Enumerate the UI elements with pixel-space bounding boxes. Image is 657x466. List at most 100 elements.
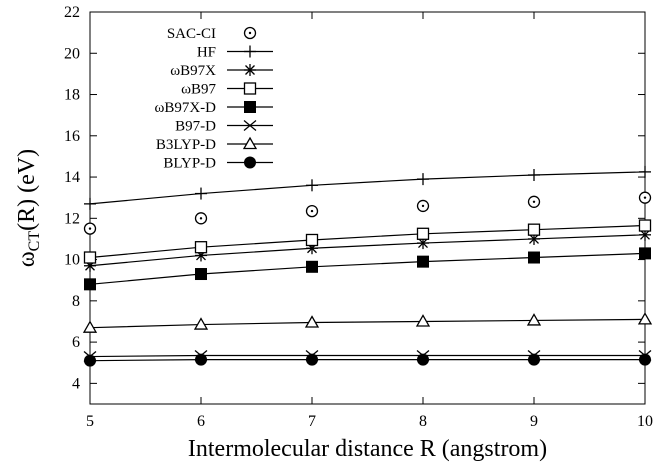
- data-point: [195, 353, 207, 366]
- legend-entry: B3LYP-D: [156, 136, 273, 153]
- data-point: [306, 179, 318, 192]
- series-line: [89, 318, 646, 329]
- x-tick-label: 8: [419, 413, 427, 430]
- y-axis-title-main: ω: [14, 251, 40, 267]
- series-line: [89, 252, 646, 285]
- y-tick-label: 12: [64, 210, 80, 227]
- data-point: [83, 251, 97, 264]
- legend-entry: SAC-CI: [167, 26, 257, 42]
- data-point: [305, 204, 319, 218]
- series-line: [89, 359, 645, 362]
- legend-label: B3LYP-D: [156, 137, 216, 153]
- data-point: [84, 197, 96, 210]
- y-axis-title: ωCT(R) (eV): [14, 149, 43, 267]
- legend-marker: [242, 136, 258, 150]
- data-point: [527, 223, 541, 236]
- data-point: [195, 268, 207, 281]
- legend-entry: ωB97X-D: [154, 100, 273, 116]
- y-tick-label: 6: [72, 334, 80, 351]
- series-line: [89, 354, 645, 358]
- data-point: [84, 354, 96, 367]
- series-hf: [84, 165, 651, 210]
- data-point: [528, 251, 540, 264]
- legend-entry: B97-D: [175, 119, 273, 135]
- data-point: [637, 312, 653, 325]
- y-tick-label: 22: [64, 4, 80, 21]
- data-point: [193, 317, 209, 330]
- data-point: [306, 353, 318, 366]
- legend-entry: ωB97X: [170, 63, 273, 79]
- data-point: [417, 353, 429, 366]
- legend: SAC-CI HF ωB97X ωB97 ωB97X-D B97-D B3LYP-D BLYP…: [154, 26, 273, 172]
- y-tick-label: 18: [64, 87, 80, 104]
- series-blyp-d: [84, 353, 651, 367]
- data-point: [528, 353, 540, 366]
- x-tick-label: 5: [86, 413, 94, 430]
- data-point: [194, 212, 208, 225]
- x-axis-title: Intermolecular distance R (angstrom): [188, 436, 547, 462]
- data-point: [416, 199, 430, 213]
- legend-marker: [243, 26, 257, 40]
- y-tick-label: 20: [64, 45, 80, 62]
- legend-marker: [243, 82, 257, 95]
- legend-label: HF: [197, 45, 216, 61]
- x-tick-label: 10: [637, 413, 653, 430]
- series-b3lyp-d: [82, 312, 653, 333]
- series-layer: [82, 165, 653, 367]
- data-point: [417, 255, 429, 268]
- legend-label: ωB97X-D: [154, 100, 216, 116]
- data-point: [526, 313, 542, 326]
- y-tick-label: 4: [72, 375, 80, 392]
- data-point: [306, 260, 318, 273]
- data-point: [194, 241, 208, 254]
- legend-entry: ωB97: [181, 82, 273, 98]
- legend-label: SAC-CI: [167, 26, 216, 42]
- y-axis-title-rest: (R) (eV): [14, 149, 40, 231]
- y-tick-label: 14: [64, 169, 80, 186]
- x-tick-label: 6: [197, 413, 205, 430]
- data-point: [528, 168, 540, 181]
- data-point: [83, 222, 97, 235]
- legend-label: BLYP-D: [163, 156, 216, 172]
- axis-ticks: 5 6 7 8 9 10 4 6 8 10 12 14 16 18 20 22: [64, 4, 653, 430]
- data-point: [639, 353, 651, 366]
- series-line: [89, 234, 646, 267]
- data-point: [84, 278, 96, 291]
- data-point: [416, 227, 430, 240]
- legend-marker: [243, 120, 257, 131]
- data-point: [195, 187, 207, 200]
- data-point: [528, 232, 540, 245]
- legend-label: B97-D: [175, 119, 216, 135]
- data-point: [417, 237, 429, 250]
- legend-entry: HF: [197, 45, 273, 61]
- y-tick-label: 16: [64, 128, 80, 145]
- data-point: [638, 191, 652, 204]
- series-line: [89, 171, 646, 205]
- data-point: [639, 228, 651, 241]
- y-tick-label: 10: [64, 252, 80, 269]
- data-point: [304, 315, 320, 328]
- series-omegab97: [83, 219, 652, 264]
- data-point: [639, 247, 651, 260]
- data-point: [527, 195, 541, 208]
- y-tick-label: 8: [72, 293, 80, 310]
- data-point: [305, 233, 319, 247]
- series-omegab97x-d: [84, 247, 651, 291]
- data-point: [82, 320, 98, 333]
- legend-label: ωB97X: [170, 63, 216, 79]
- legend-entry: BLYP-D: [163, 156, 273, 172]
- legend-label: ωB97: [181, 82, 216, 98]
- legend-marker: [244, 101, 256, 113]
- series-sac-ci: [83, 191, 652, 235]
- legend-marker: [244, 156, 256, 169]
- data-point: [417, 173, 429, 186]
- series-line: [89, 224, 646, 259]
- legend-marker: [244, 45, 256, 58]
- legend-marker: [244, 64, 256, 76]
- x-tick-label: 9: [530, 413, 538, 430]
- x-tick-label: 7: [308, 413, 316, 430]
- data-point: [638, 219, 652, 232]
- data-point: [639, 165, 651, 178]
- y-axis-title-sub: CT: [26, 231, 43, 252]
